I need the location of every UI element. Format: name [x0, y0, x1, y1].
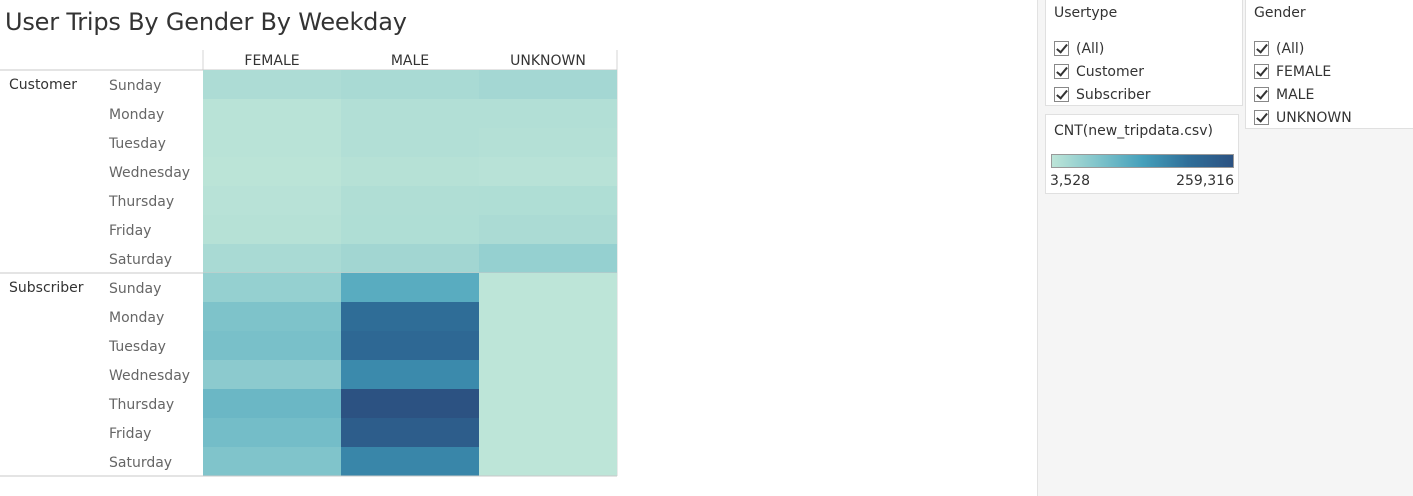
row-label-friday: Friday: [109, 426, 151, 442]
heatmap-cell: [341, 70, 479, 99]
heatmap-cell: [341, 128, 479, 157]
heatmap-cell: [203, 331, 341, 360]
row-label-tuesday: Tuesday: [108, 339, 166, 355]
heatmap-cell: [479, 128, 617, 157]
usertype-filter-option[interactable]: Customer: [1046, 60, 1242, 83]
heatmap-cell: [479, 186, 617, 215]
checkbox-checked-icon[interactable]: [1254, 110, 1269, 125]
heatmap-cell: [479, 215, 617, 244]
heatmap-cell: [203, 302, 341, 331]
color-legend-gradient: [1051, 154, 1234, 168]
checkbox-checked-icon[interactable]: [1054, 64, 1069, 79]
usertype-filter-title: Usertype: [1054, 5, 1118, 21]
heatmap-cell: [479, 273, 617, 302]
usertype-filter-option-label: Customer: [1076, 63, 1145, 80]
column-header-male: MALE: [391, 53, 429, 69]
gender-filter-option-label: (All): [1276, 40, 1305, 57]
gender-filter-option-label: UNKNOWN: [1276, 109, 1352, 126]
heatmap-cell: [479, 302, 617, 331]
heatmap-cell: [341, 331, 479, 360]
heatmap-cell: [203, 128, 341, 157]
gender-filter-option[interactable]: (All): [1246, 37, 1413, 60]
heatmap-cell: [341, 418, 479, 447]
heatmap-cell: [203, 244, 341, 273]
color-legend-min-label: 3,528: [1050, 173, 1091, 189]
heatmap-cell: [341, 215, 479, 244]
row-label-sunday: Sunday: [109, 78, 161, 94]
row-label-wednesday: Wednesday: [109, 368, 190, 384]
row-label-friday: Friday: [109, 223, 151, 239]
row-group-label-customer: Customer: [9, 77, 77, 93]
row-group-label-subscriber: Subscriber: [9, 280, 84, 296]
row-label-thursday: Thursday: [108, 194, 174, 210]
gender-filter-option-label: MALE: [1276, 86, 1315, 103]
heatmap-cell: [479, 99, 617, 128]
gender-filter-option[interactable]: MALE: [1246, 83, 1413, 106]
heatmap-cell: [203, 273, 341, 302]
heatmap-cell: [479, 244, 617, 273]
gender-filter-title: Gender: [1254, 5, 1306, 21]
row-label-monday: Monday: [109, 310, 164, 326]
heatmap-cell: [203, 215, 341, 244]
heatmap-cell: [479, 418, 617, 447]
heatmap-cell: [479, 360, 617, 389]
heatmap-cell: [203, 389, 341, 418]
heatmap-cell: [341, 273, 479, 302]
usertype-filter-card: Usertype (All) Customer Subscriber: [1045, 0, 1243, 106]
usertype-filter-option[interactable]: (All): [1046, 37, 1242, 60]
column-header-unknown: UNKNOWN: [510, 53, 586, 69]
usertype-filter-option-label: (All): [1076, 40, 1105, 57]
row-label-wednesday: Wednesday: [109, 165, 190, 181]
heatmap-cell: [341, 186, 479, 215]
side-panel: Usertype (All) Customer Subscriber Gender …: [1037, 0, 1413, 496]
gender-filter-option-label: FEMALE: [1276, 63, 1332, 80]
usertype-filter-option[interactable]: Subscriber: [1046, 83, 1242, 106]
color-legend-max-label: 259,316: [1176, 173, 1234, 189]
heatmap-cell: [203, 157, 341, 186]
row-label-tuesday: Tuesday: [108, 136, 166, 152]
row-label-thursday: Thursday: [108, 397, 174, 413]
gender-filter-card: Gender (All) FEMALE MALE UNKNOWN: [1245, 0, 1413, 129]
color-legend-card: CNT(new_tripdata.csv) 3,528 259,316: [1045, 114, 1239, 194]
heatmap-cell: [341, 244, 479, 273]
row-label-saturday: Saturday: [109, 252, 172, 268]
heatmap-cell: [341, 302, 479, 331]
chart-title: User Trips By Gender By Weekday: [5, 8, 407, 36]
heatmap-cell: [479, 389, 617, 418]
row-label-monday: Monday: [109, 107, 164, 123]
color-legend-title: CNT(new_tripdata.csv): [1054, 123, 1213, 139]
heatmap-chart: FEMALE MALE UNKNOWN Customer Sunday Monday Tue…: [0, 50, 618, 477]
usertype-filter-option-label: Subscriber: [1076, 86, 1151, 103]
heatmap-cell: [479, 70, 617, 99]
row-label-sunday: Sunday: [109, 281, 161, 297]
checkbox-checked-icon[interactable]: [1054, 87, 1069, 102]
row-label-saturday: Saturday: [109, 455, 172, 471]
column-header-female: FEMALE: [244, 53, 299, 69]
gender-filter-option[interactable]: UNKNOWN: [1246, 106, 1413, 129]
heatmap-cell: [203, 360, 341, 389]
heatmap-cell: [479, 157, 617, 186]
checkbox-checked-icon[interactable]: [1254, 64, 1269, 79]
heatmap-cell: [341, 447, 479, 476]
heatmap-cell: [203, 418, 341, 447]
heatmap-cell: [203, 447, 341, 476]
heatmap-cell: [479, 447, 617, 476]
heatmap-cell: [203, 70, 341, 99]
gender-filter-option[interactable]: FEMALE: [1246, 60, 1413, 83]
heatmap-cell: [341, 389, 479, 418]
checkbox-checked-icon[interactable]: [1054, 41, 1069, 56]
heatmap-cell: [203, 186, 341, 215]
heatmap-cell: [479, 331, 617, 360]
checkbox-checked-icon[interactable]: [1254, 41, 1269, 56]
heatmap-cell: [203, 99, 341, 128]
checkbox-checked-icon[interactable]: [1254, 87, 1269, 102]
heatmap-cell: [341, 360, 479, 389]
heatmap-cell: [341, 157, 479, 186]
heatmap-cell: [341, 99, 479, 128]
